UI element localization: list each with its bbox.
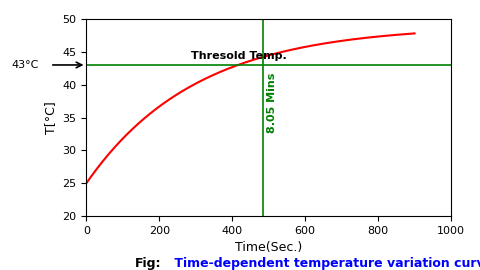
Text: Fig:: Fig: [134, 257, 161, 270]
X-axis label: Time(Sec.): Time(Sec.) [235, 241, 302, 254]
Y-axis label: T[°C]: T[°C] [44, 101, 57, 134]
Text: Time-dependent temperature variation curves of: Time-dependent temperature variation cur… [170, 257, 480, 270]
Text: 43°C: 43°C [12, 60, 39, 70]
Text: 8.05 Mins: 8.05 Mins [267, 72, 277, 133]
Text: Thresold Temp.: Thresold Temp. [192, 51, 287, 61]
